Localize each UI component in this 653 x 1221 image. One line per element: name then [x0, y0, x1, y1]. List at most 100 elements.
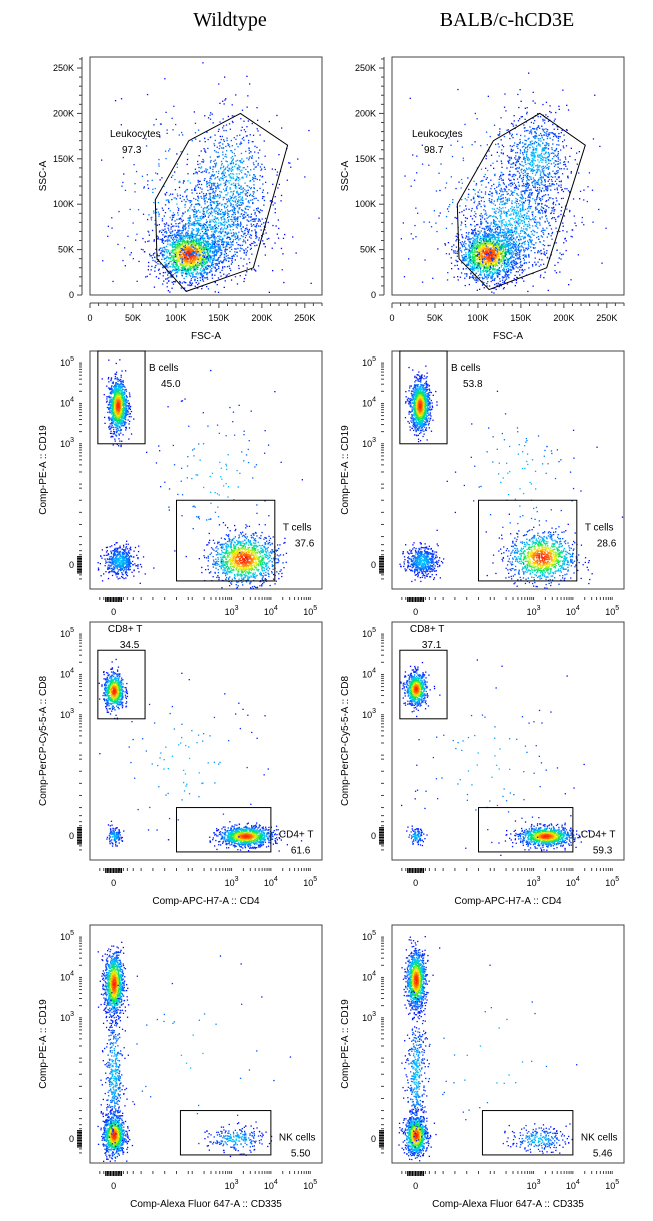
- cell-event: [167, 278, 168, 279]
- cell-event: [222, 245, 223, 246]
- cell-event: [523, 281, 524, 282]
- cell-event: [513, 253, 514, 254]
- cell-event: [159, 273, 160, 274]
- cell-event: [215, 245, 216, 246]
- cell-event: [484, 218, 485, 219]
- cell-event: [260, 226, 261, 227]
- cell-event: [484, 237, 485, 238]
- cell-event: [466, 260, 467, 261]
- cell-event: [203, 261, 204, 262]
- cell-event: [212, 262, 213, 263]
- cell-event: [215, 216, 216, 217]
- cell-event: [469, 284, 470, 285]
- cell-event: [457, 233, 458, 234]
- cell-event: [200, 258, 201, 259]
- cell-event: [212, 114, 213, 115]
- cell-event: [474, 247, 475, 248]
- cell-event: [511, 282, 512, 283]
- cell-event: [488, 262, 489, 263]
- cell-event: [479, 274, 480, 275]
- cell-event: [265, 169, 266, 170]
- cell-event: [223, 260, 224, 261]
- cell-event: [203, 224, 204, 225]
- cell-event: [226, 194, 227, 195]
- cell-event: [162, 267, 163, 268]
- cell-event: [460, 248, 461, 249]
- cell-event: [250, 169, 251, 170]
- cell-event: [160, 248, 161, 249]
- cell-event: [189, 217, 190, 218]
- cell-event: [185, 273, 186, 274]
- cell-event: [195, 185, 196, 186]
- cell-event: [178, 233, 179, 234]
- cell-event: [225, 98, 226, 99]
- cell-event: [153, 241, 154, 242]
- cell-event: [216, 237, 217, 238]
- cell-event: [170, 228, 171, 229]
- cell-event: [205, 255, 206, 256]
- cell-event: [189, 223, 190, 224]
- cell-event: [229, 174, 230, 175]
- cell-event: [247, 206, 248, 207]
- cell-event: [221, 139, 222, 140]
- cell-event: [168, 290, 169, 291]
- cell-event: [254, 269, 255, 270]
- cell-event: [245, 173, 246, 174]
- cell-event: [197, 220, 198, 221]
- cell-event: [239, 208, 240, 209]
- cell-event: [484, 271, 485, 272]
- cell-event: [235, 236, 236, 237]
- cell-event: [248, 140, 249, 141]
- cell-event: [220, 136, 221, 137]
- cell-event: [231, 249, 232, 250]
- cell-event: [201, 266, 202, 267]
- cell-event: [260, 209, 261, 210]
- cell-event: [461, 245, 462, 246]
- cell-event: [194, 214, 195, 215]
- cell-event: [197, 256, 198, 257]
- cell-event: [200, 254, 201, 255]
- cell-event: [151, 219, 152, 220]
- cell-event: [216, 188, 217, 189]
- cell-event: [221, 219, 222, 220]
- cell-event: [230, 163, 231, 164]
- gate-label: Leukocytes: [110, 129, 161, 140]
- cell-event: [231, 184, 232, 185]
- cell-event: [208, 241, 209, 242]
- cell-event: [198, 231, 199, 232]
- cell-event: [226, 199, 227, 200]
- cell-event: [227, 186, 228, 187]
- cell-event: [248, 190, 249, 191]
- cell-event: [221, 250, 222, 251]
- cell-event: [183, 239, 184, 240]
- cell-event: [181, 219, 182, 220]
- cell-event: [225, 258, 226, 259]
- cell-event: [265, 218, 266, 219]
- cell-event: [240, 160, 241, 161]
- cell-event: [203, 273, 204, 274]
- cell-event: [282, 269, 283, 270]
- cell-event: [176, 232, 177, 233]
- cell-event: [225, 169, 226, 170]
- cell-event: [192, 192, 193, 193]
- cell-event: [175, 272, 176, 273]
- cell-event: [181, 201, 182, 202]
- cell-event: [464, 249, 465, 250]
- cell-event: [183, 246, 184, 247]
- cell-event: [185, 204, 186, 205]
- cell-event: [275, 169, 276, 170]
- cell-event: [200, 225, 201, 226]
- cell-event: [198, 130, 199, 131]
- cell-event: [207, 227, 208, 228]
- cell-event: [490, 257, 491, 258]
- cell-event: [211, 219, 212, 220]
- cell-event: [237, 218, 238, 219]
- cell-event: [235, 180, 236, 181]
- cell-event: [520, 267, 521, 268]
- cell-event: [240, 222, 241, 223]
- cell-event: [479, 245, 480, 246]
- cell-event: [234, 166, 235, 167]
- cell-event: [232, 173, 233, 174]
- cell-event: [202, 231, 203, 232]
- cell-event: [172, 267, 173, 268]
